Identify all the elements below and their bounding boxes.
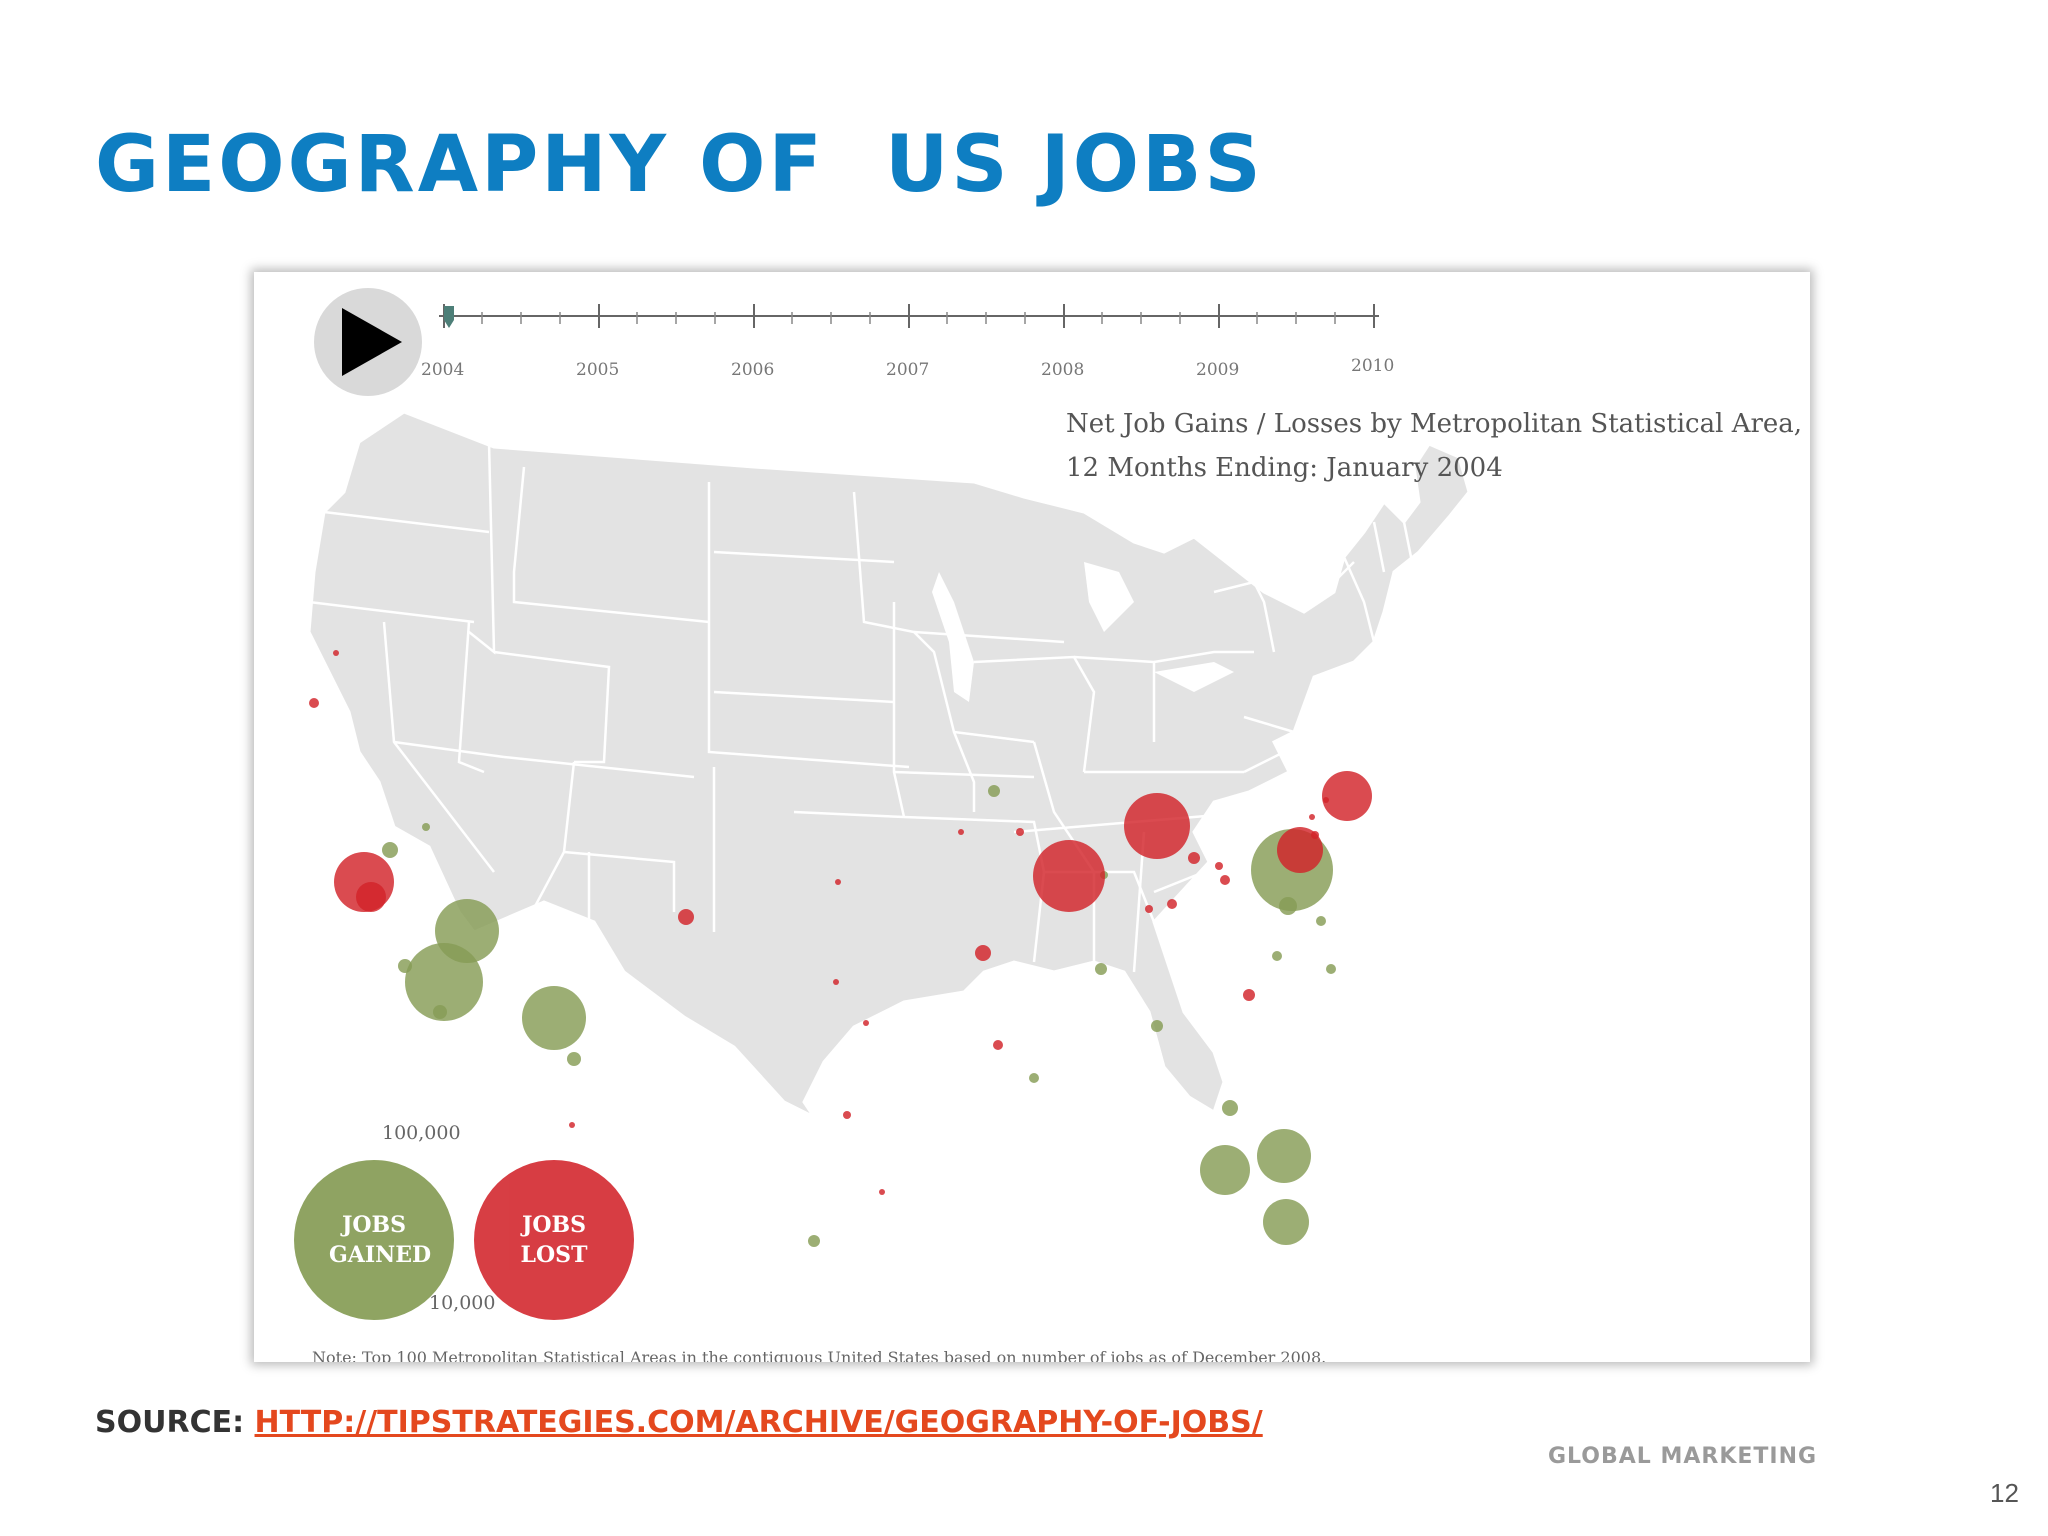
bubble-gain xyxy=(1316,916,1326,926)
bubble-loss xyxy=(333,650,339,656)
page-number: 12 xyxy=(1990,1478,2019,1508)
bubble-gain xyxy=(433,1005,447,1019)
bubble-loss xyxy=(833,979,839,985)
legend-gained-label: JOBS GAINED xyxy=(329,1212,432,1268)
bubble-loss xyxy=(1322,771,1372,821)
legend-lost-label: JOBS LOST xyxy=(520,1212,588,1268)
source-label: Source: xyxy=(95,1405,245,1440)
bubble-gain xyxy=(405,943,483,1021)
metro-bubbles xyxy=(309,650,1372,1247)
map-title: Net Job Gains / Losses by Metropolitan S… xyxy=(1066,402,1806,490)
bubble-loss xyxy=(1167,899,1177,909)
bubble-gain xyxy=(398,959,412,973)
bubble-gain xyxy=(808,1235,820,1247)
bubble-loss xyxy=(993,1040,1003,1050)
bubble-gain xyxy=(988,785,1000,797)
year-label-2007: 2007 xyxy=(886,360,930,380)
year-label-2005: 2005 xyxy=(576,360,620,380)
legend-large-value: 100,000 xyxy=(382,1122,461,1144)
bubble-loss xyxy=(843,1111,851,1119)
bubble-gain xyxy=(1095,963,1107,975)
bubble-gain xyxy=(1326,964,1336,974)
bubble-gain xyxy=(1029,1073,1039,1083)
bubble-loss xyxy=(1323,797,1329,803)
us-map xyxy=(307,410,1471,1121)
source-link[interactable]: http://tipstrategies.com/archive/geograp… xyxy=(254,1405,1263,1440)
bubble-loss xyxy=(879,1189,885,1195)
bubble-loss xyxy=(1311,831,1319,839)
job-map-figure: 2004 2005 2006 2007 2008 2009 2010 Net J… xyxy=(254,272,1810,1362)
timeline-minor-ticks xyxy=(481,312,1336,324)
bubble-gain xyxy=(567,1052,581,1066)
year-label-2010: 2010 xyxy=(1351,356,1395,376)
legend-jobs-gained: JOBS GAINED xyxy=(294,1160,454,1320)
map-title-line1: Net Job Gains / Losses by Metropolitan S… xyxy=(1066,409,1803,439)
map-title-line2: 12 Months Ending: January 2004 xyxy=(1066,453,1503,483)
bubbles-gained xyxy=(382,785,1336,1247)
bubble-gain xyxy=(1272,951,1282,961)
bubble-gain xyxy=(522,986,586,1050)
timeline-slider[interactable] xyxy=(254,272,1810,412)
bubble-gain xyxy=(1222,1100,1238,1116)
bubbles-lost xyxy=(309,650,1372,1195)
bubble-loss xyxy=(1277,827,1323,873)
year-label-2009: 2009 xyxy=(1196,360,1240,380)
bubble-loss xyxy=(1145,905,1153,913)
bubble-gain xyxy=(1257,1129,1311,1183)
bubble-loss xyxy=(1243,989,1255,1001)
timeline-handle xyxy=(444,306,454,328)
bubble-loss xyxy=(678,909,694,925)
footer-brand: Global Marketing xyxy=(1548,1444,1818,1469)
great-lakes xyxy=(932,562,1234,702)
bubble-loss xyxy=(1309,814,1315,820)
bubble-loss xyxy=(1016,828,1024,836)
bubble-gain xyxy=(382,842,398,858)
bubble-gain xyxy=(1151,1020,1163,1032)
play-button[interactable] xyxy=(312,286,424,398)
bubble-loss xyxy=(569,1122,575,1128)
play-icon xyxy=(342,308,402,376)
year-label-2004: 2004 xyxy=(421,360,465,380)
bubble-gain xyxy=(1200,1145,1250,1195)
bubble-loss xyxy=(958,829,964,835)
bubble-gain xyxy=(422,823,430,831)
bubble-loss xyxy=(975,945,991,961)
bubble-loss xyxy=(1220,875,1230,885)
year-label-2008: 2008 xyxy=(1041,360,1085,380)
bubble-loss xyxy=(309,698,319,708)
bubble-gain xyxy=(1263,1199,1309,1245)
bubble-loss xyxy=(835,879,841,885)
bubble-loss xyxy=(1124,793,1190,859)
bubble-loss xyxy=(1188,852,1200,864)
bubble-loss xyxy=(356,882,386,912)
size-legend: 100,000 JOBS GAINED JOBS LOST 10,000 xyxy=(294,1122,644,1352)
bubble-gain xyxy=(1279,897,1297,915)
bubble-loss xyxy=(1215,862,1223,870)
bubble-loss xyxy=(1033,840,1105,912)
map-note: Note: Top 100 Metropolitan Statistical A… xyxy=(312,1348,1327,1362)
year-label-2006: 2006 xyxy=(731,360,775,380)
legend-small-value: 10,000 xyxy=(429,1292,496,1314)
source-line: Source: http://tipstrategies.com/archive… xyxy=(95,1405,1263,1440)
legend-jobs-lost: JOBS LOST xyxy=(474,1160,634,1320)
state-borders xyxy=(308,441,1416,992)
slide-title: Geography of US Jobs xyxy=(95,120,1264,210)
bubble-loss xyxy=(863,1020,869,1026)
